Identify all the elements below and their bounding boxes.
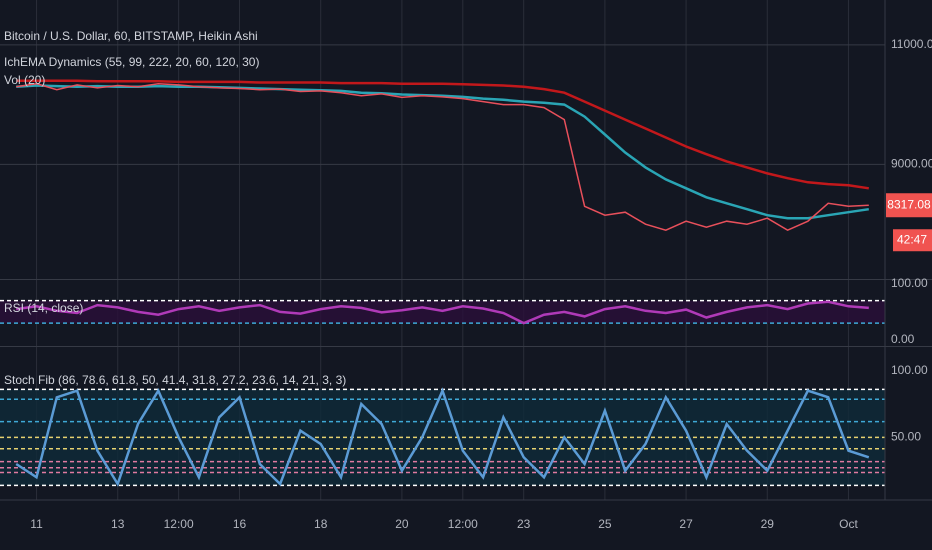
x-tick-label: 25: [598, 517, 612, 531]
series-line: [16, 300, 869, 325]
y-tick-label: 100.00: [891, 363, 928, 377]
x-tick-label: 16: [233, 517, 247, 531]
x-tick-label: 23: [517, 517, 531, 531]
x-tick-label: 11: [30, 517, 43, 531]
x-tick-label: 27: [679, 517, 693, 531]
x-tick-label: 18: [314, 517, 328, 531]
y-tick-label: 50.00: [891, 430, 921, 444]
countdown: 42:47: [897, 232, 927, 246]
y-tick-label: 100.00: [891, 276, 928, 290]
x-tick-label: Oct: [839, 517, 858, 531]
price-box: [886, 193, 932, 218]
x-tick-label: 12:00: [448, 517, 478, 531]
x-tick-label: 13: [111, 517, 125, 531]
countdown-box: [893, 229, 932, 252]
indicator-label: Vol (20): [4, 73, 45, 87]
chart-title: Bitcoin / U.S. Dollar, 60, BITSTAMP, Hei…: [4, 29, 258, 43]
x-tick-label: 29: [761, 517, 775, 531]
series-line: [16, 79, 869, 190]
y-tick-label: 11000.00: [891, 37, 932, 51]
indicator-label: IchEMA Dynamics (55, 99, 222, 20, 60, 12…: [4, 55, 259, 69]
series-line: [15, 387, 870, 487]
chart-title: RSI (14, close): [4, 301, 83, 315]
y-tick-label: 0.00: [891, 332, 915, 346]
chart-title: Stoch Fib (86, 78.6, 61.8, 50, 41.4, 31.…: [4, 373, 346, 387]
series-line: [16, 82, 869, 232]
last-price: 8317.08: [887, 197, 931, 211]
x-tick-label: 12:00: [164, 517, 194, 531]
y-tick-label: 9000.00: [891, 157, 932, 171]
x-tick-label: 20: [395, 517, 409, 531]
series-line: [16, 84, 869, 220]
